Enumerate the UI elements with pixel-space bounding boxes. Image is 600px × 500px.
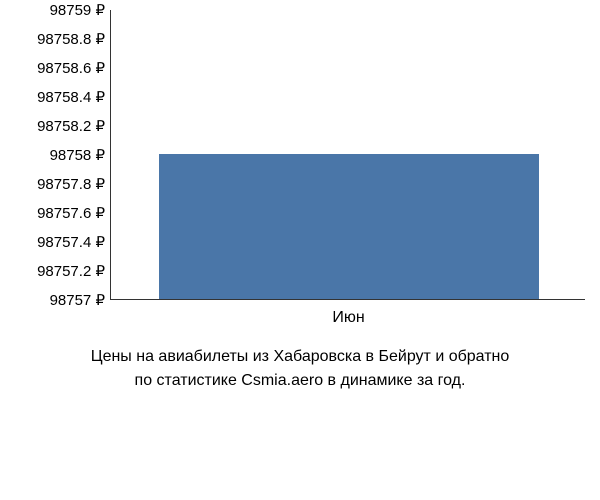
caption-line-1: Цены на авиабилеты из Хабаровска в Бейру… (91, 348, 510, 365)
y-tick-label: 98758.2 ₽ (37, 117, 105, 135)
bar (159, 154, 539, 299)
plot-area: Июн (110, 10, 585, 300)
y-tick-label: 98758.8 ₽ (37, 30, 105, 48)
y-tick-label: 98757.6 ₽ (37, 204, 105, 222)
chart-container: 98759 ₽98758.8 ₽98758.6 ₽98758.4 ₽98758.… (10, 10, 590, 330)
chart-caption: Цены на авиабилеты из Хабаровска в Бейру… (0, 345, 600, 393)
y-axis: 98759 ₽98758.8 ₽98758.6 ₽98758.4 ₽98758.… (10, 10, 105, 300)
y-tick-label: 98757.2 ₽ (37, 262, 105, 280)
x-axis-label: Июн (159, 309, 539, 327)
y-tick-label: 98757 ₽ (50, 291, 105, 309)
y-tick-label: 98758 ₽ (50, 146, 105, 164)
y-tick-label: 98759 ₽ (50, 1, 105, 19)
y-tick-label: 98758.6 ₽ (37, 59, 105, 77)
y-tick-label: 98757.8 ₽ (37, 175, 105, 193)
y-tick-label: 98758.4 ₽ (37, 88, 105, 106)
caption-line-2: по статистике Csmia.aero в динамике за г… (135, 372, 466, 389)
y-tick-label: 98757.4 ₽ (37, 233, 105, 251)
